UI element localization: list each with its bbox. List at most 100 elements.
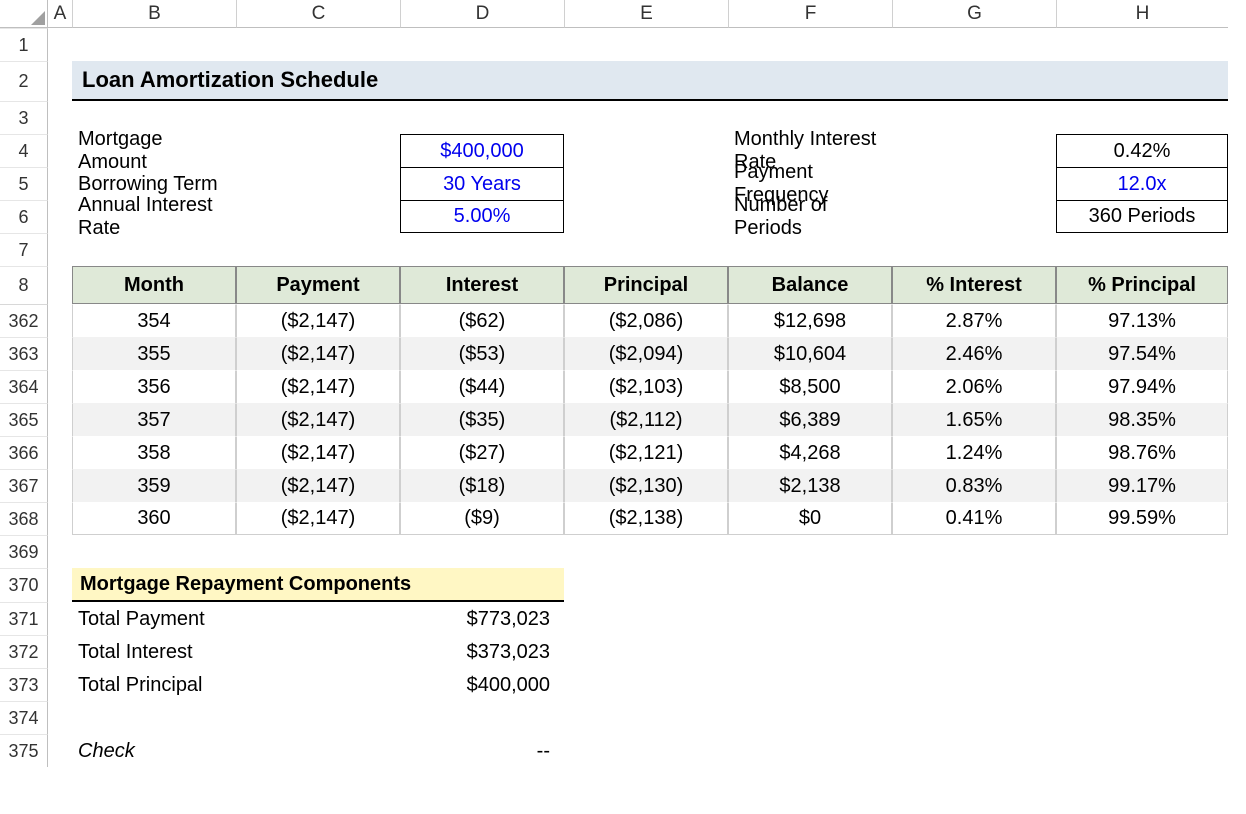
cell[interactable] [564, 602, 1228, 635]
table-cell[interactable]: ($18) [400, 469, 564, 502]
table-header-interest[interactable]: Interest [400, 266, 564, 304]
table-cell[interactable]: ($2,147) [236, 337, 400, 370]
cell[interactable] [48, 134, 72, 167]
table-cell[interactable]: 360 [72, 502, 236, 535]
table-cell[interactable]: $2,138 [728, 469, 892, 502]
param-value-borrowing-term[interactable]: 30 Years [400, 167, 564, 200]
cell[interactable] [48, 28, 72, 61]
cell[interactable] [236, 134, 400, 167]
cell[interactable] [892, 200, 1056, 233]
col-header-e[interactable]: E [564, 0, 728, 28]
cell[interactable] [48, 233, 72, 266]
param-value-monthly-rate[interactable]: 0.42% [1056, 134, 1228, 167]
table-cell[interactable]: 97.94% [1056, 370, 1228, 403]
cell[interactable] [48, 101, 72, 134]
cell[interactable] [48, 734, 72, 767]
table-cell[interactable]: ($35) [400, 403, 564, 436]
cell[interactable] [48, 61, 72, 101]
table-cell[interactable]: 0.41% [892, 502, 1056, 535]
row-header[interactable]: 366 [0, 436, 48, 469]
row-header[interactable]: 368 [0, 502, 48, 535]
comp-value-total-interest[interactable]: $373,023 [400, 635, 564, 668]
param-value-mortgage-amount[interactable]: $400,000 [400, 134, 564, 167]
col-header-a[interactable]: A [48, 0, 72, 28]
table-cell[interactable]: ($53) [400, 337, 564, 370]
components-header[interactable]: Mortgage Repayment Components [72, 568, 564, 602]
cell[interactable] [48, 701, 72, 734]
cell[interactable] [564, 635, 1228, 668]
cell[interactable] [48, 370, 72, 403]
cell[interactable] [72, 233, 1228, 266]
param-value-payment-frequency[interactable]: 12.0x [1056, 167, 1228, 200]
comp-value-total-principal[interactable]: $400,000 [400, 668, 564, 701]
table-cell[interactable]: 98.35% [1056, 403, 1228, 436]
cell[interactable] [236, 635, 400, 668]
row-header[interactable]: 364 [0, 370, 48, 403]
table-cell[interactable]: 354 [72, 304, 236, 337]
row-header[interactable]: 370 [0, 568, 48, 602]
cell[interactable] [48, 535, 72, 568]
table-cell[interactable]: 359 [72, 469, 236, 502]
table-header-principal[interactable]: Principal [564, 266, 728, 304]
check-label[interactable]: Check [72, 734, 236, 767]
cell[interactable] [48, 403, 72, 436]
table-header-balance[interactable]: Balance [728, 266, 892, 304]
table-cell[interactable]: ($2,147) [236, 502, 400, 535]
table-cell[interactable]: 1.65% [892, 403, 1056, 436]
cell[interactable] [48, 668, 72, 701]
cell[interactable] [236, 602, 400, 635]
table-cell[interactable]: ($2,086) [564, 304, 728, 337]
param-value-annual-rate[interactable]: 5.00% [400, 200, 564, 233]
table-cell[interactable]: ($2,147) [236, 370, 400, 403]
table-cell[interactable]: 1.24% [892, 436, 1056, 469]
cell[interactable] [48, 602, 72, 635]
cell[interactable] [564, 734, 1228, 767]
row-header[interactable]: 3 [0, 101, 48, 134]
cell[interactable] [48, 568, 72, 602]
col-header-d[interactable]: D [400, 0, 564, 28]
table-cell[interactable]: ($2,147) [236, 304, 400, 337]
table-cell[interactable]: ($2,112) [564, 403, 728, 436]
table-cell[interactable]: ($2,147) [236, 403, 400, 436]
cell[interactable] [236, 734, 400, 767]
table-cell[interactable]: $12,698 [728, 304, 892, 337]
cell[interactable] [48, 436, 72, 469]
row-header[interactable]: 374 [0, 701, 48, 734]
cell[interactable] [48, 337, 72, 370]
cell[interactable] [72, 101, 1228, 134]
row-header[interactable]: 2 [0, 61, 48, 101]
row-header[interactable]: 7 [0, 233, 48, 266]
table-cell[interactable]: ($9) [400, 502, 564, 535]
row-header[interactable]: 373 [0, 668, 48, 701]
cell[interactable] [564, 568, 1228, 602]
table-cell[interactable]: 99.17% [1056, 469, 1228, 502]
col-header-g[interactable]: G [892, 0, 1056, 28]
table-cell[interactable]: 356 [72, 370, 236, 403]
cell[interactable] [72, 701, 1228, 734]
table-cell[interactable]: $8,500 [728, 370, 892, 403]
table-cell[interactable]: 355 [72, 337, 236, 370]
table-cell[interactable]: $6,389 [728, 403, 892, 436]
table-cell[interactable]: 99.59% [1056, 502, 1228, 535]
table-cell[interactable]: 97.13% [1056, 304, 1228, 337]
row-header[interactable]: 372 [0, 635, 48, 668]
cell[interactable] [48, 304, 72, 337]
cell[interactable] [48, 266, 72, 304]
table-cell[interactable]: ($2,121) [564, 436, 728, 469]
row-header[interactable]: 375 [0, 734, 48, 767]
table-cell[interactable]: 2.46% [892, 337, 1056, 370]
table-cell[interactable]: 2.06% [892, 370, 1056, 403]
table-header-month[interactable]: Month [72, 266, 236, 304]
col-header-h[interactable]: H [1056, 0, 1228, 28]
row-header[interactable]: 5 [0, 167, 48, 200]
cell[interactable] [236, 200, 400, 233]
cell[interactable] [48, 469, 72, 502]
comp-label-total-payment[interactable]: Total Payment [72, 602, 236, 635]
param-value-num-periods[interactable]: 360 Periods [1056, 200, 1228, 233]
table-cell[interactable]: $10,604 [728, 337, 892, 370]
cell[interactable] [236, 668, 400, 701]
table-cell[interactable]: ($2,094) [564, 337, 728, 370]
cell[interactable] [892, 134, 1056, 167]
title-bar[interactable]: Loan Amortization Schedule [72, 61, 1228, 101]
table-cell[interactable]: 97.54% [1056, 337, 1228, 370]
